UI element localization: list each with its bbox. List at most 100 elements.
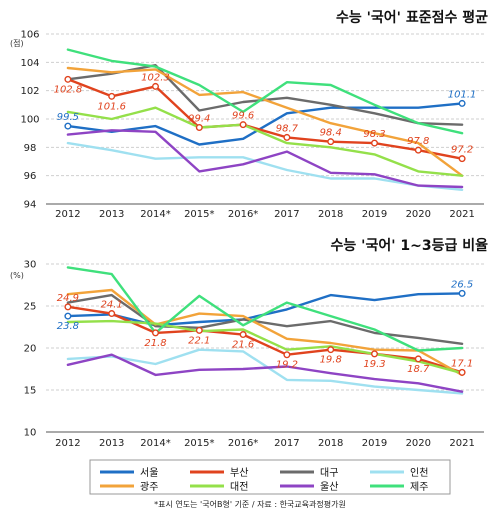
x-tick-label: 2017 [274, 209, 299, 220]
y-axis-unit-standard-score: (점) [10, 38, 24, 48]
series-line-인천 [66, 141, 464, 192]
x-tick-label: 2014* [140, 209, 170, 220]
data-label: 97.2 [451, 145, 473, 156]
data-point-부산 [239, 331, 247, 339]
data-point-부산 [283, 351, 291, 359]
data-label: 22.1 [188, 335, 210, 346]
data-label: 21.8 [144, 338, 166, 349]
data-point-부산 [64, 303, 72, 311]
data-point-부산 [414, 355, 422, 363]
data-point-서울 [64, 122, 72, 130]
legend-label-대구: 대구 [320, 467, 338, 479]
legend-label-부산: 부산 [230, 467, 248, 479]
data-point-부산 [371, 139, 379, 147]
data-label: 97.8 [407, 136, 429, 147]
data-label: 98.3 [363, 129, 385, 140]
series-line-울산 [66, 129, 464, 189]
chart-panel-standard-score: 수능 '국어' 표준점수 평균 (점) 94 96 98 100 102 104 106 20… [10, 9, 488, 220]
data-point-부산 [371, 350, 379, 358]
legend-label-대전: 대전 [230, 481, 248, 493]
x-tick-label: 2014* [140, 438, 170, 449]
data-label: 99.5 [57, 112, 79, 123]
legend-box [89, 459, 451, 495]
y-tick-label: 10 [24, 428, 37, 439]
data-point-서울 [64, 312, 72, 320]
data-label: 101.1 [448, 89, 477, 100]
data-point-부산 [327, 138, 335, 146]
data-label: 19.2 [276, 360, 298, 371]
data-point-부산 [195, 326, 203, 334]
data-point-부산 [151, 82, 159, 90]
x-tick-label: 2016* [228, 438, 258, 449]
x-tick-label: 2020 [406, 209, 431, 220]
series-line-대전 [66, 319, 464, 375]
data-point-부산 [327, 346, 335, 354]
data-point-부산 [239, 121, 247, 129]
y-tick-label: 30 [24, 260, 37, 271]
data-label: 23.8 [57, 321, 79, 332]
y-axis-unit-grade-ratio: (%) [10, 271, 24, 280]
y-tick-label: 25 [24, 302, 37, 313]
data-point-부산 [108, 310, 116, 318]
legend-label-서울: 서울 [140, 467, 158, 479]
legend-label-광주: 광주 [140, 481, 158, 493]
legend-label-인천: 인천 [410, 467, 428, 479]
x-tick-label: 2020 [406, 438, 431, 449]
x-tick-label: 2012 [55, 438, 80, 449]
x-tick-label: 2012 [55, 209, 80, 220]
data-label: 102.8 [54, 84, 83, 95]
y-tick-label: 102 [20, 86, 39, 97]
data-label: 24.9 [57, 293, 79, 304]
data-label: 18.7 [407, 364, 430, 375]
data-label: 21.6 [232, 340, 254, 351]
x-tick-label: 2018 [318, 209, 343, 220]
series-line-대구 [66, 293, 464, 345]
series-line-제주 [66, 48, 464, 135]
data-point-부산 [151, 329, 159, 337]
series-line-제주 [66, 266, 464, 352]
legend-label-제주: 제주 [410, 481, 428, 493]
series-line-서울 [66, 102, 464, 146]
series-line-인천 [66, 348, 464, 395]
series-line-광주 [66, 288, 464, 377]
data-label: 99.4 [188, 114, 210, 125]
y-tick-label: 94 [24, 200, 37, 211]
data-label: 17.1 [451, 358, 473, 369]
data-label: 19.3 [363, 359, 385, 370]
data-point-서울 [458, 99, 466, 107]
data-label: 24.1 [101, 300, 123, 311]
chart-panel-grade-ratio: 수능 '국어' 1~3등급 비율 (%) 10 15 20 25 30 2012 2013 2… [10, 237, 488, 449]
chart-title-grade-ratio: 수능 '국어' 1~3등급 비율 [331, 237, 489, 254]
x-tick-label: 2013 [99, 438, 124, 449]
series-line-광주 [66, 66, 464, 177]
y-tick-label: 20 [24, 344, 37, 355]
legend-label-울산: 울산 [320, 481, 338, 493]
data-label: 98.4 [320, 128, 342, 139]
data-label: 102.3 [141, 72, 170, 83]
series-line-부산 [66, 78, 464, 160]
data-point-부산 [64, 75, 72, 83]
data-label: 26.5 [451, 279, 473, 290]
series-line-울산 [66, 353, 464, 393]
data-point-부산 [458, 368, 466, 376]
x-tick-label: 2015* [184, 209, 214, 220]
y-tick-label: 96 [24, 171, 37, 182]
x-tick-label: 2015* [184, 438, 214, 449]
y-tick-label: 104 [20, 58, 39, 69]
data-label: 99.6 [232, 111, 254, 122]
x-tick-label: 2021 [449, 209, 474, 220]
data-label: 101.6 [97, 101, 126, 112]
data-label: 19.8 [320, 355, 342, 366]
series-line-대전 [66, 106, 464, 177]
x-tick-label: 2018 [318, 438, 343, 449]
data-point-부산 [283, 133, 291, 141]
data-point-부산 [414, 146, 422, 154]
y-tick-label: 106 [20, 30, 39, 41]
x-tick-label: 2019 [362, 209, 387, 220]
data-point-부산 [458, 155, 466, 163]
y-tick-label: 98 [24, 143, 37, 154]
data-label: 98.7 [276, 123, 299, 134]
